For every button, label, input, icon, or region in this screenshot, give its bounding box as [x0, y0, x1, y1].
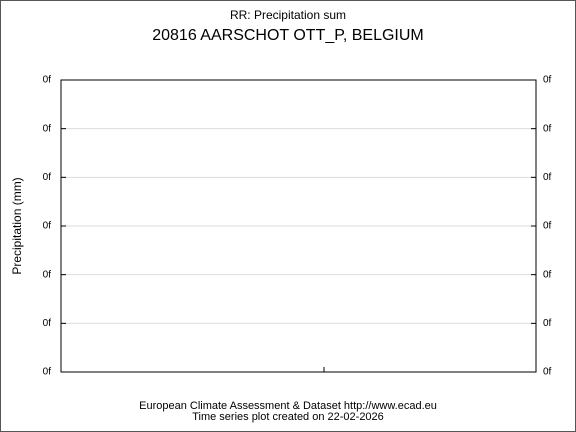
left-tick-label: 0f — [43, 318, 52, 329]
title: 20816 AARSCHOT OTT_P, BELGIUM — [152, 27, 424, 44]
left-tick-label: 0f — [43, 221, 52, 232]
left-tick-label: 0f — [43, 269, 52, 280]
footer-date: Time series plot created on 22-02-2026 — [192, 411, 384, 423]
right-tick-label: 0f — [543, 269, 552, 280]
subtitle: RR: Precipitation sum — [230, 8, 346, 22]
left-tick-label: 0f — [43, 75, 52, 86]
footer-credit: European Climate Assessment & Dataset ht… — [139, 400, 437, 412]
left-tick-label: 0f — [43, 123, 52, 134]
grid — [61, 79, 536, 373]
plot-frame — [60, 79, 537, 373]
right-tick-label: 0f — [543, 75, 552, 86]
y-axis-label: Precipitation (mm) — [10, 177, 24, 274]
right-tick-label: 0f — [543, 221, 552, 232]
right-tick-label: 0f — [543, 318, 552, 329]
right-tick-label: 0f — [543, 172, 552, 183]
right-tick-label: 0f — [543, 367, 552, 378]
left-tick-label: 0f — [43, 172, 52, 183]
right-tick-label: 0f — [543, 123, 552, 134]
left-tick-label: 0f — [43, 367, 52, 378]
